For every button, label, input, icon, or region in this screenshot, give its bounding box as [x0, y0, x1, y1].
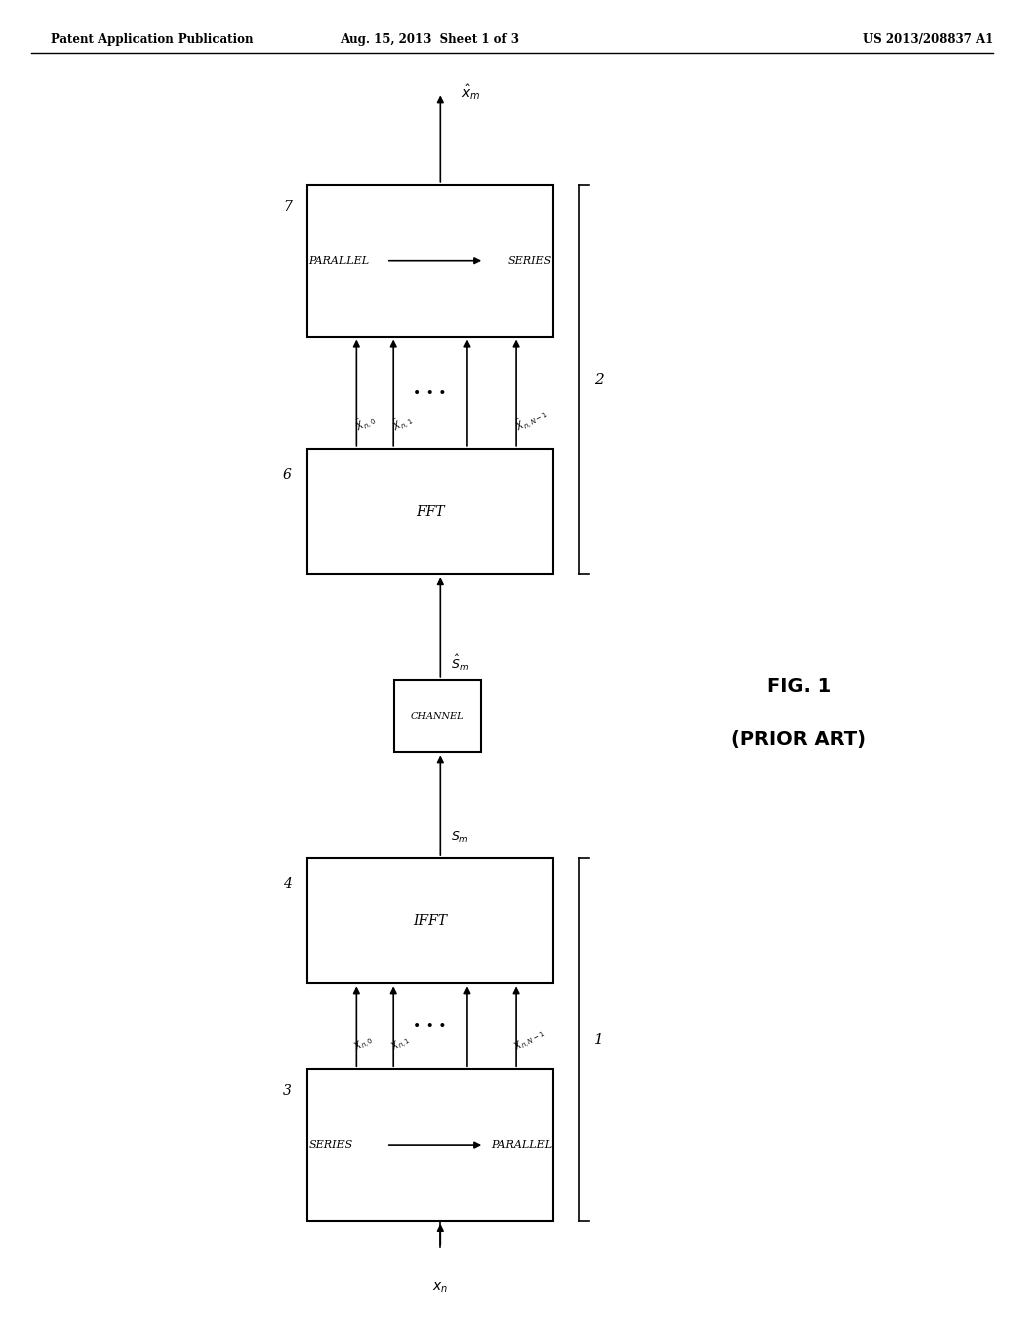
Text: IFFT: IFFT: [413, 913, 447, 928]
Text: $\hat{S}_m$: $\hat{S}_m$: [451, 653, 469, 673]
Text: 1: 1: [594, 1032, 604, 1047]
Text: CHANNEL: CHANNEL: [411, 711, 465, 721]
Text: SERIES: SERIES: [308, 1140, 352, 1150]
Text: $X_{n,1}$: $X_{n,1}$: [388, 1032, 414, 1056]
Text: US 2013/208837 A1: US 2013/208837 A1: [863, 33, 993, 46]
FancyBboxPatch shape: [307, 185, 553, 337]
Text: $X_{n,N-1}$: $X_{n,N-1}$: [511, 1026, 548, 1056]
Text: 7: 7: [283, 199, 292, 214]
Text: $x_n$: $x_n$: [432, 1280, 449, 1295]
FancyBboxPatch shape: [394, 680, 481, 752]
Text: • • •: • • •: [414, 1019, 446, 1034]
Text: FIG. 1: FIG. 1: [767, 677, 830, 696]
Text: $S_m$: $S_m$: [451, 830, 468, 845]
Text: PARALLEL: PARALLEL: [308, 256, 370, 265]
Text: SERIES: SERIES: [508, 256, 552, 265]
Text: • • •: • • •: [414, 385, 446, 400]
FancyBboxPatch shape: [307, 858, 553, 983]
Text: Aug. 15, 2013  Sheet 1 of 3: Aug. 15, 2013 Sheet 1 of 3: [341, 33, 519, 46]
Text: 2: 2: [594, 372, 604, 387]
FancyBboxPatch shape: [307, 1069, 553, 1221]
Text: (PRIOR ART): (PRIOR ART): [731, 730, 866, 748]
Text: $\hat{X}_{n,0}$: $\hat{X}_{n,0}$: [351, 408, 379, 436]
Text: 4: 4: [283, 876, 292, 891]
Text: $\hat{X}_{n,N-1}$: $\hat{X}_{n,N-1}$: [511, 401, 550, 436]
Text: Patent Application Publication: Patent Application Publication: [51, 33, 254, 46]
Text: FFT: FFT: [416, 504, 444, 519]
Text: $X_{n,0}$: $X_{n,0}$: [351, 1032, 377, 1056]
Text: 6: 6: [283, 467, 292, 482]
Text: 3: 3: [283, 1085, 292, 1098]
Text: $\hat{x}_m$: $\hat{x}_m$: [461, 83, 480, 102]
Text: PARALLEL: PARALLEL: [490, 1140, 552, 1150]
FancyBboxPatch shape: [307, 449, 553, 574]
Text: $\hat{X}_{n,1}$: $\hat{X}_{n,1}$: [388, 409, 416, 436]
